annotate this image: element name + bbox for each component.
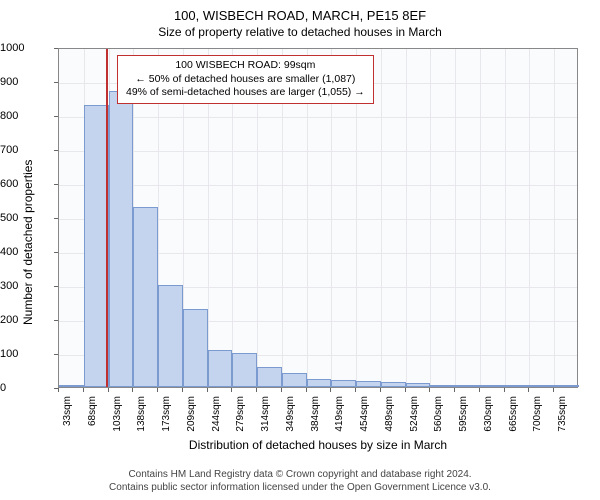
- histogram-bar: [158, 285, 183, 387]
- y-tick-label: 300: [0, 280, 52, 292]
- y-tick-label: 800: [0, 110, 52, 122]
- x-tick-label: 560sqm: [433, 396, 444, 444]
- histogram-bar: [554, 385, 579, 387]
- x-tick-label: 630sqm: [483, 396, 494, 444]
- y-tick-label: 0: [0, 382, 52, 394]
- x-tick-label: 68sqm: [87, 396, 98, 444]
- info-line1: 100 WISBECH ROAD: 99sqm: [126, 59, 365, 73]
- histogram-bar: [430, 385, 455, 387]
- x-tick-label: 349sqm: [285, 396, 296, 444]
- x-tick-label: 209sqm: [186, 396, 197, 444]
- x-tick-label: 454sqm: [359, 396, 370, 444]
- histogram-bar: [331, 380, 356, 387]
- histogram-bar: [480, 385, 505, 387]
- x-tick-label: 384sqm: [310, 396, 321, 444]
- y-tick-label: 100: [0, 348, 52, 360]
- x-tick-label: 244sqm: [211, 396, 222, 444]
- x-tick-label: 173sqm: [161, 396, 172, 444]
- footer-line1: Contains HM Land Registry data © Crown c…: [0, 468, 600, 481]
- histogram-bar: [232, 353, 257, 387]
- y-tick-label: 200: [0, 314, 52, 326]
- info-line2: ← 50% of detached houses are smaller (1,…: [126, 73, 365, 87]
- x-tick-label: 665sqm: [508, 396, 519, 444]
- x-tick-label: 595sqm: [458, 396, 469, 444]
- histogram-bar: [208, 350, 233, 387]
- histogram-bar: [356, 381, 381, 387]
- histogram-bar: [529, 385, 554, 387]
- histogram-bar: [307, 379, 332, 388]
- histogram-bar: [381, 382, 406, 387]
- y-tick-label: 1000: [0, 42, 52, 54]
- y-tick-label: 700: [0, 144, 52, 156]
- histogram-bar: [109, 91, 134, 387]
- histogram-bar: [59, 385, 84, 387]
- info-line3: 49% of semi-detached houses are larger (…: [126, 86, 365, 100]
- x-axis-label: Distribution of detached houses by size …: [58, 438, 578, 452]
- property-marker-line: [106, 49, 108, 387]
- chart-subtitle: Size of property relative to detached ho…: [0, 23, 600, 45]
- chart-title: 100, WISBECH ROAD, MARCH, PE15 8EF: [0, 0, 600, 23]
- x-tick-label: 700sqm: [532, 396, 543, 444]
- histogram-bar: [282, 373, 307, 387]
- plot-area: 100 WISBECH ROAD: 99sqm← 50% of detached…: [58, 48, 578, 388]
- y-tick-label: 900: [0, 76, 52, 88]
- x-tick-label: 314sqm: [260, 396, 271, 444]
- x-tick-label: 489sqm: [384, 396, 395, 444]
- chart-container: 100, WISBECH ROAD, MARCH, PE15 8EF Size …: [0, 0, 600, 500]
- histogram-bar: [133, 207, 158, 387]
- x-tick-label: 138sqm: [136, 396, 147, 444]
- histogram-bar: [183, 309, 208, 387]
- x-tick-label: 524sqm: [409, 396, 420, 444]
- y-tick-label: 500: [0, 212, 52, 224]
- x-tick-label: 735sqm: [557, 396, 568, 444]
- x-tick-label: 33sqm: [62, 396, 73, 444]
- x-tick-label: 279sqm: [235, 396, 246, 444]
- footer-attribution: Contains HM Land Registry data © Crown c…: [0, 468, 600, 494]
- histogram-bar: [455, 385, 480, 387]
- x-tick-label: 103sqm: [112, 396, 123, 444]
- x-tick-label: 419sqm: [334, 396, 345, 444]
- histogram-bar: [505, 385, 530, 387]
- histogram-bar: [406, 383, 431, 387]
- property-info-box: 100 WISBECH ROAD: 99sqm← 50% of detached…: [117, 55, 374, 104]
- y-tick-label: 400: [0, 246, 52, 258]
- y-tick-label: 600: [0, 178, 52, 190]
- footer-line2: Contains public sector information licen…: [0, 481, 600, 494]
- histogram-bar: [257, 367, 282, 387]
